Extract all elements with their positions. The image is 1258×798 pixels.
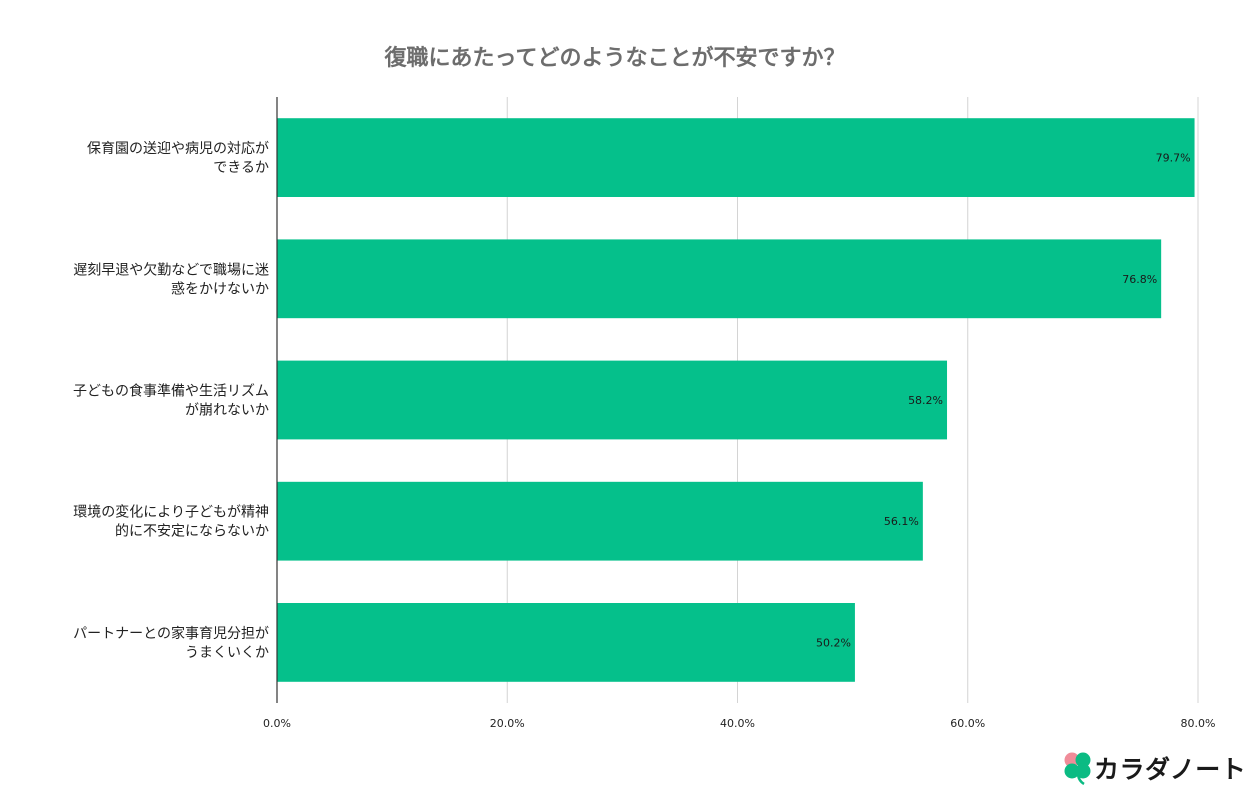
x-tick-label: 80.0% xyxy=(1181,717,1216,730)
data-label: 50.2% xyxy=(816,636,851,649)
x-tick-label: 40.0% xyxy=(720,717,755,730)
category-label: パートナーとの家事育児分担がうまくいくか xyxy=(73,625,269,661)
x-tick-label: 20.0% xyxy=(490,717,525,730)
data-label: 56.1% xyxy=(884,515,919,528)
bars xyxy=(277,118,1195,682)
chart-title: 復職にあたってどのようなことが不安ですか？ xyxy=(384,45,846,71)
x-tick-label: 0.0% xyxy=(263,717,291,730)
category-label: 子どもの食事準備や生活リズムが崩れないか xyxy=(73,383,269,419)
x-tick-label: 60.0% xyxy=(950,717,985,730)
category-label: 環境の変化により子どもが精神的に不安定にならないか xyxy=(73,504,269,540)
bar xyxy=(277,239,1162,319)
bar xyxy=(277,481,923,561)
labels: 0.0% 20.0% 40.0% 60.0% 80.0% 79.7% 保育園の送迎や病児の対… xyxy=(73,141,1215,730)
category-label: 保育園の送迎や病児の対応ができるか xyxy=(87,141,269,176)
brand-logo-text: カラダノート xyxy=(1094,755,1247,784)
category-label: 遅刻早退や欠勤などで職場に迷惑をかけないか xyxy=(73,262,269,297)
data-label: 76.8% xyxy=(1122,273,1157,286)
bar xyxy=(277,360,948,440)
data-label: 58.2% xyxy=(908,394,943,407)
clover-icon xyxy=(1064,752,1091,785)
brand-logo: カラダノート xyxy=(1062,750,1246,786)
data-label: 79.7% xyxy=(1156,152,1191,165)
bar xyxy=(277,118,1195,197)
bar xyxy=(277,603,855,682)
